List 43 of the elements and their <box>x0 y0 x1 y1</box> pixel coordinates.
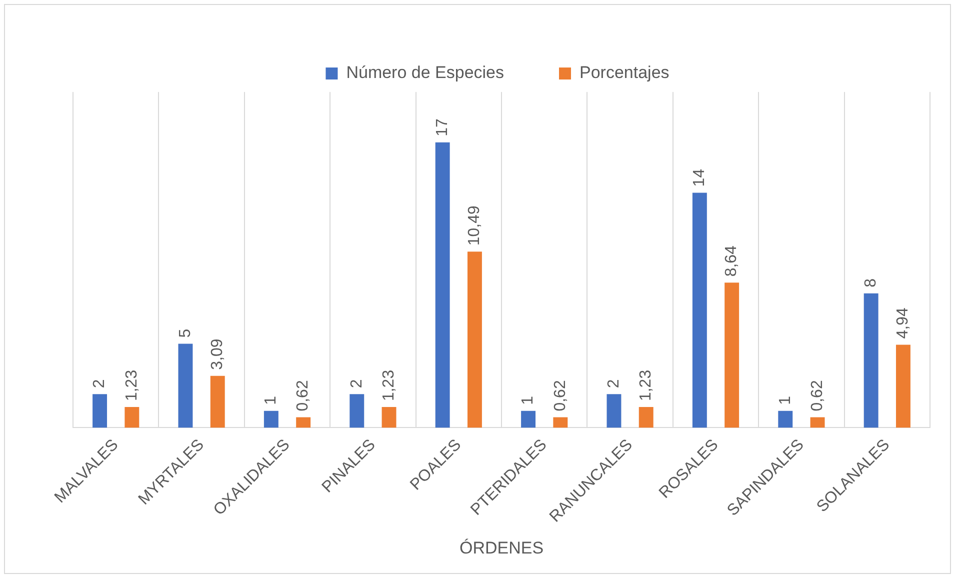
data-label: 0,62 <box>294 380 312 412</box>
x-axis-title: ÓRDENES <box>459 538 544 558</box>
data-label: 0,62 <box>552 380 569 412</box>
bar <box>864 293 878 428</box>
bar <box>810 417 825 428</box>
data-label: 1,23 <box>638 370 655 402</box>
legend-label: Porcentajes <box>580 63 670 82</box>
bar <box>92 394 108 428</box>
data-label: 5 <box>176 328 194 338</box>
bar <box>521 410 536 428</box>
data-label: 2 <box>605 379 622 388</box>
bar <box>296 417 311 428</box>
data-label: 2 <box>91 379 108 388</box>
bar <box>896 344 910 428</box>
data-label: 4,94 <box>894 308 912 339</box>
data-label: 8,64 <box>723 245 740 277</box>
bar <box>606 394 622 428</box>
bar <box>178 344 193 428</box>
bar <box>350 394 364 428</box>
data-label: 10,49 <box>466 205 484 246</box>
bar <box>724 282 740 428</box>
data-label: 1 <box>262 396 280 405</box>
bar <box>435 142 450 428</box>
bar <box>467 252 482 428</box>
bar <box>382 407 396 428</box>
bar <box>210 376 225 428</box>
data-label: 17 <box>434 118 451 136</box>
bar <box>638 407 654 428</box>
bar <box>692 192 707 428</box>
data-label: 8 <box>862 278 880 288</box>
bar <box>553 417 568 428</box>
data-label: 1 <box>520 396 537 405</box>
legend-label: Número de Especies <box>346 63 504 82</box>
bar <box>124 407 140 428</box>
data-label: 0,62 <box>808 380 826 412</box>
data-label: 1,23 <box>123 370 140 402</box>
data-label: 3,09 <box>209 338 226 370</box>
data-label: 14 <box>691 168 708 187</box>
bar <box>778 410 793 428</box>
bar <box>264 410 278 428</box>
data-label: 1,23 <box>380 370 398 402</box>
data-label: 2 <box>348 379 366 388</box>
data-label: 1 <box>776 396 794 405</box>
